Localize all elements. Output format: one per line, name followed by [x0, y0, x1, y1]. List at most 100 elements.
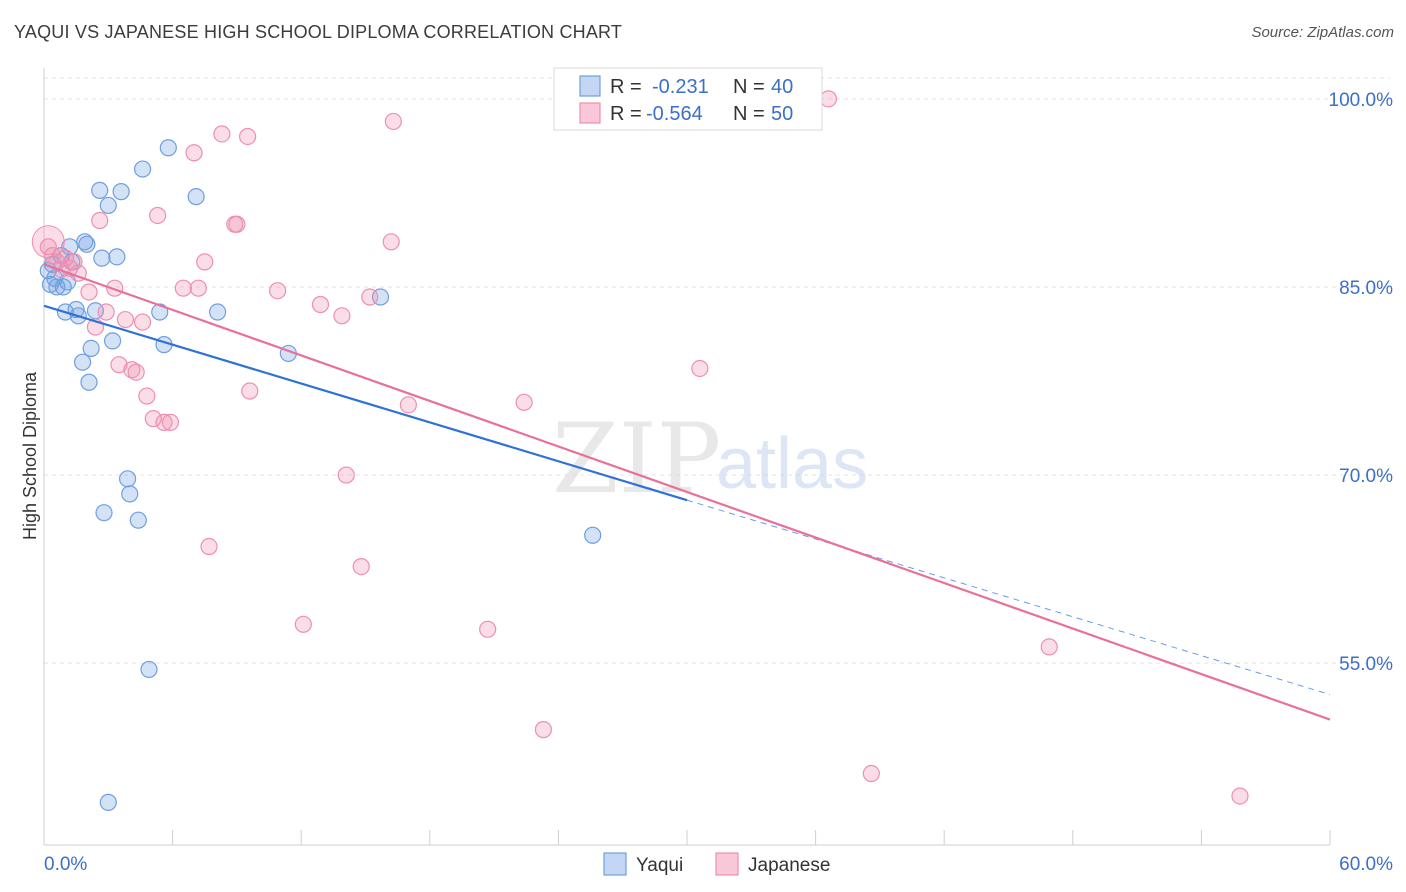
axes	[43, 68, 1331, 846]
yaqui-point	[121, 485, 139, 503]
japanese-point	[148, 206, 167, 225]
yaqui-point	[80, 373, 98, 391]
japanese-point	[352, 558, 370, 576]
japanese-point	[515, 393, 533, 411]
japanese-point	[294, 615, 312, 633]
japanese-point	[144, 410, 162, 428]
japanese-point	[185, 144, 203, 162]
yaqui-point	[140, 660, 158, 679]
yaqui-point	[118, 470, 137, 488]
legend-box: R = -0.231 N = 40 R = -0.564 N = 50	[553, 67, 823, 131]
japanese-point	[161, 413, 180, 431]
yaqui-point	[91, 181, 109, 199]
japanese-point	[133, 313, 152, 331]
tick-labels: 55.0% 70.0% 85.0% 100.0% 0.0% 60.0%	[44, 90, 1393, 875]
yaqui-point	[584, 526, 602, 544]
yaqui-point	[76, 233, 94, 251]
yaqui-point	[48, 278, 66, 296]
japanese-point	[691, 359, 709, 378]
yaqui-point	[82, 339, 100, 357]
bottom-legend-swatch-yaqui	[603, 852, 627, 876]
bottom-legend: Yaqui Japanese	[603, 852, 830, 876]
japanese-point	[534, 721, 552, 739]
japanese-point	[91, 211, 109, 230]
yaqui-point	[93, 249, 111, 267]
japanese-point	[1040, 638, 1058, 656]
legend-n-value-2: 50	[771, 103, 793, 125]
legend-n-label-2: N =	[733, 103, 765, 125]
x-tick-label-max: 60.0%	[1339, 854, 1393, 875]
japanese-point	[269, 282, 287, 300]
yaqui-trend-line	[43, 304, 688, 502]
yaqui-point	[78, 235, 96, 253]
y-axis-label: High School Diploma	[20, 371, 40, 540]
japanese-point	[65, 253, 83, 271]
japanese-point	[31, 225, 65, 259]
bottom-legend-label-japanese: Japanese	[748, 855, 830, 876]
legend-r-value-2: -0.564	[646, 103, 703, 125]
y-tick-label: 55.0%	[1339, 654, 1393, 675]
japanese-point	[241, 382, 259, 400]
japanese-point	[239, 127, 257, 146]
japanese-point	[361, 288, 379, 306]
japanese-point	[311, 295, 330, 314]
data-points	[31, 90, 1249, 811]
legend-swatch-japanese	[579, 102, 601, 124]
japanese-point	[200, 537, 218, 556]
yaqui-point	[103, 332, 122, 350]
japanese-point	[106, 279, 124, 297]
japanese-trend-line	[43, 263, 1331, 721]
yaqui-point	[112, 183, 130, 201]
yaqui-point	[99, 196, 117, 215]
gridlines	[44, 77, 1390, 664]
japanese-point	[110, 356, 128, 374]
japanese-point	[127, 363, 145, 381]
chart-source: Source: ZipAtlas.com	[1251, 24, 1394, 41]
legend-n-label-1: N =	[733, 76, 765, 98]
japanese-point	[384, 112, 402, 131]
yaqui-point	[108, 248, 126, 266]
yaqui-point	[133, 160, 152, 178]
japanese-point	[116, 310, 135, 329]
japanese-point	[479, 620, 497, 638]
yaqui-point	[129, 511, 147, 529]
japanese-point	[333, 307, 351, 325]
japanese-point	[56, 249, 75, 267]
watermark: ZIP atlas	[552, 403, 868, 515]
japanese-point	[399, 396, 417, 414]
legend-n-value-1: 40	[771, 76, 793, 98]
bottom-legend-label-yaqui: Yaqui	[636, 855, 683, 876]
y-tick-label: 70.0%	[1339, 466, 1393, 487]
watermark-atlas: atlas	[716, 424, 868, 504]
japanese-point	[1231, 787, 1249, 805]
yaqui-point	[95, 504, 113, 522]
legend-r-value-1: -0.231	[652, 76, 709, 98]
japanese-point	[228, 215, 246, 233]
legend-swatch-yaqui	[579, 75, 601, 97]
japanese-point	[862, 764, 880, 783]
bottom-legend-swatch-japanese	[715, 852, 739, 876]
japanese-point	[97, 303, 115, 321]
yaqui-point	[73, 353, 92, 371]
japanese-point	[382, 233, 400, 251]
yaqui-point	[159, 139, 177, 157]
legend-r-label-2: R =	[610, 103, 642, 125]
japanese-point	[138, 387, 156, 405]
japanese-point	[39, 238, 57, 256]
y-tick-label: 100.0%	[1329, 90, 1394, 111]
japanese-point	[213, 125, 231, 143]
japanese-point	[819, 90, 838, 108]
japanese-point	[174, 279, 192, 297]
yaqui-trend-extension	[686, 499, 1331, 695]
y-tick-label: 85.0%	[1339, 278, 1393, 299]
japanese-point	[80, 283, 98, 301]
japanese-point	[196, 253, 214, 271]
yaqui-point	[187, 188, 205, 206]
japanese-point	[337, 466, 355, 484]
japanese-point	[189, 279, 207, 297]
yaqui-point	[151, 303, 169, 321]
chart-title: YAQUI VS JAPANESE HIGH SCHOOL DIPLOMA CO…	[14, 22, 623, 42]
yaqui-point	[99, 793, 117, 811]
x-tick-label-min: 0.0%	[44, 854, 87, 875]
